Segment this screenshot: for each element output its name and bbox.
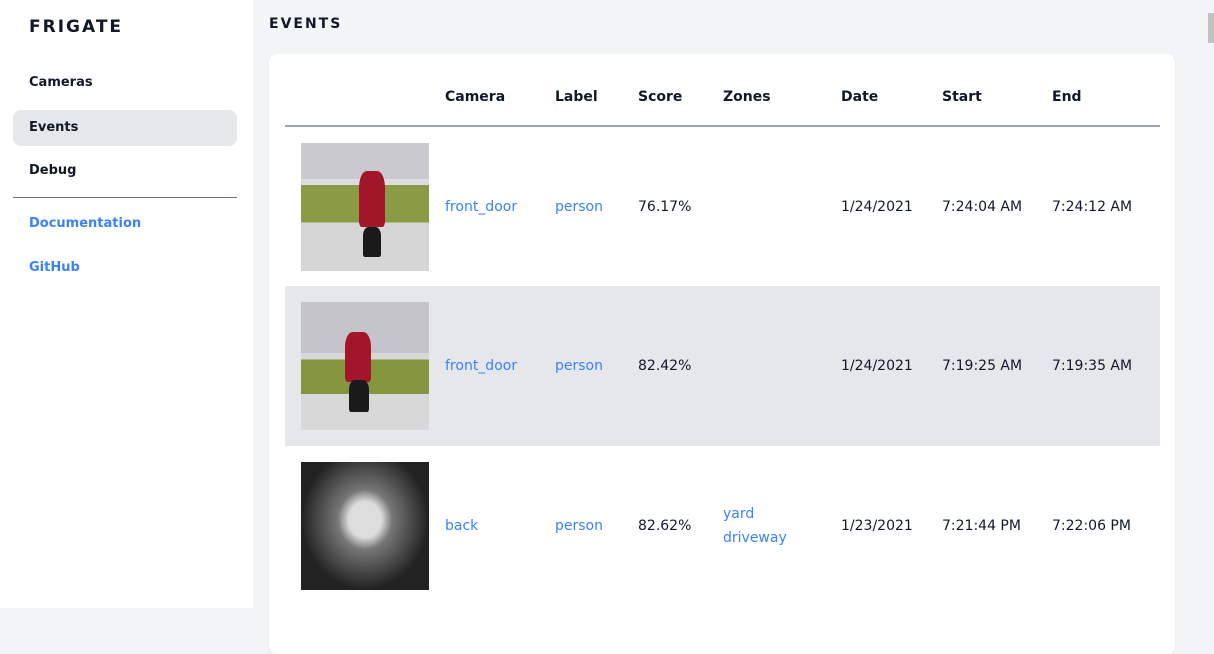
start-time: 7:21:44 PM (942, 518, 1021, 534)
table-row[interactable]: back person 82.62% yard driveway 1/23/202… (285, 446, 1160, 606)
header-date: Date (841, 54, 942, 127)
header-start: Start (942, 54, 1052, 127)
score: 82.42% (638, 286, 723, 446)
scrollbar[interactable] (1208, 0, 1214, 608)
header-score: Score (638, 54, 723, 127)
documentation-link[interactable]: Documentation (29, 216, 142, 231)
start-time: 7:24:04 AM (942, 198, 1023, 215)
page-title: EVENTS (269, 16, 343, 32)
event-thumbnail[interactable] (301, 462, 429, 590)
table-row[interactable]: front_door person 82.42% 1/24/2021 7:19:… (285, 286, 1160, 446)
github-link[interactable]: GitHub (29, 260, 80, 275)
camera-link[interactable]: back (445, 518, 479, 534)
label-link[interactable]: person (555, 198, 603, 215)
header-camera: Camera (445, 54, 555, 127)
date: 1/24/2021 (841, 286, 942, 446)
brand-logo: FRIGATE (29, 17, 124, 37)
sidebar-item-events[interactable]: Events (13, 110, 237, 146)
score: 76.17% (638, 198, 692, 215)
sidebar-item-debug[interactable]: Debug (29, 163, 77, 178)
zone-link[interactable]: yard (723, 506, 755, 522)
camera-link[interactable]: front_door (445, 286, 555, 446)
sidebar: FRIGATE Cameras Events Debug Documentati… (0, 0, 253, 608)
end-time: 7:19:35 AM (1052, 286, 1160, 446)
label-link[interactable]: person (555, 286, 638, 446)
table-header: Camera Label Score Zones Date Start End (285, 54, 1160, 127)
header-end: End (1052, 54, 1160, 127)
header-label: Label (555, 54, 638, 127)
date: 1/23/2021 (841, 518, 913, 534)
events-card: Camera Label Score Zones Date Start End … (269, 54, 1175, 654)
header-thumbnail (285, 54, 445, 127)
end-time: 7:22:06 PM (1052, 518, 1131, 534)
header-zones: Zones (723, 54, 841, 127)
start-time: 7:19:25 AM (942, 286, 1052, 446)
sidebar-item-cameras[interactable]: Cameras (29, 75, 93, 90)
sidebar-divider (13, 197, 237, 198)
scrollbar-thumb[interactable] (1208, 13, 1214, 43)
date: 1/24/2021 (841, 198, 913, 215)
camera-link[interactable]: front_door (445, 198, 518, 215)
table-row[interactable]: front_door person 76.17% 1/24/2021 7:24:… (285, 126, 1160, 286)
label-link[interactable]: person (555, 518, 603, 534)
zone-link[interactable]: driveway (723, 530, 787, 546)
event-thumbnail[interactable] (301, 302, 429, 430)
end-time: 7:24:12 AM (1052, 198, 1133, 215)
score: 82.62% (638, 518, 692, 534)
event-thumbnail[interactable] (301, 142, 429, 271)
events-table: Camera Label Score Zones Date Start End … (285, 54, 1160, 606)
